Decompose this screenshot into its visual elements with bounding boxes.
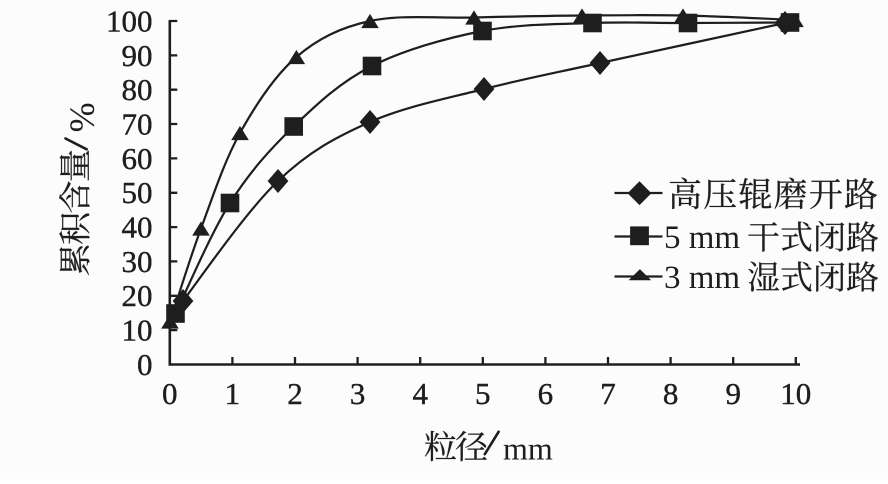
svg-text:10: 10	[122, 313, 153, 348]
svg-text:4: 4	[412, 376, 428, 411]
svg-text:1: 1	[225, 376, 241, 411]
svg-text:40: 40	[122, 210, 153, 245]
svg-text:100: 100	[106, 3, 153, 38]
svg-text:90: 90	[122, 38, 153, 73]
svg-text:%: %	[62, 102, 102, 132]
svg-text:60: 60	[122, 141, 153, 176]
svg-text:70: 70	[122, 106, 153, 141]
svg-text:20: 20	[122, 278, 153, 313]
svg-text:5 mm: 5 mm	[664, 220, 740, 256]
svg-text:0: 0	[162, 376, 178, 411]
svg-text:mm: mm	[503, 431, 553, 467]
svg-text:8: 8	[663, 376, 679, 411]
svg-text:9: 9	[725, 376, 741, 411]
svg-text:6: 6	[538, 376, 554, 411]
svg-text:10: 10	[780, 376, 811, 411]
svg-text:3: 3	[350, 376, 366, 411]
svg-text:2: 2	[287, 376, 303, 411]
svg-text:7: 7	[600, 376, 616, 411]
svg-text:5: 5	[475, 376, 491, 411]
svg-text:50: 50	[122, 175, 153, 210]
svg-text:30: 30	[122, 244, 153, 279]
svg-text:80: 80	[122, 72, 153, 107]
svg-text:0: 0	[137, 347, 153, 382]
svg-text:3 mm: 3 mm	[664, 260, 740, 296]
